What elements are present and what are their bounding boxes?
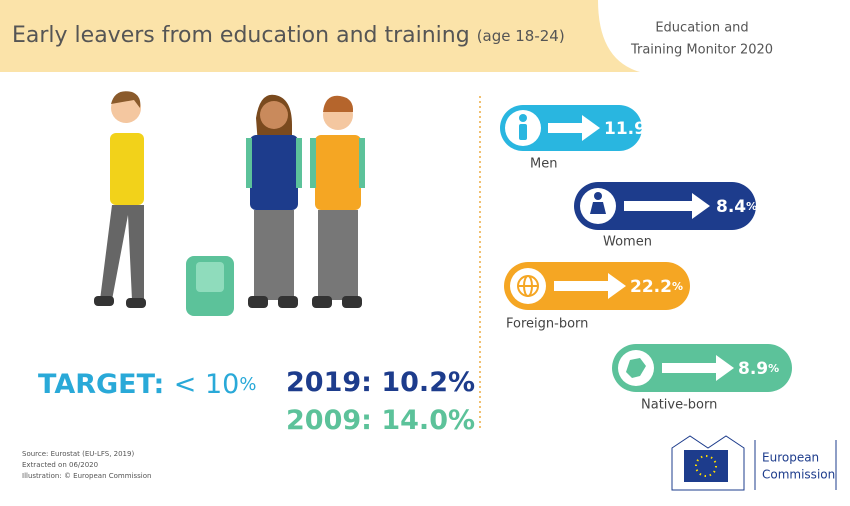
group: 8.4% Women [574,182,757,250]
group-value: 22.2% [630,277,683,297]
target-label: TARGET: [38,369,164,400]
value: 8.4 [716,197,746,217]
target-value: < 10 [174,369,240,400]
value: 22.2 [630,277,672,297]
logo-text: Commission [762,468,835,482]
unit: % [768,362,779,375]
target: TARGET: < 10% [38,369,256,400]
unit: % [746,200,757,213]
logo-text: European [762,451,819,465]
group-value: 11.9% [604,119,657,139]
title: Early leavers from education and trainin… [12,23,565,48]
group-label: Women [603,235,652,250]
stat-year: 2009: [286,405,372,436]
target-unit: % [239,374,256,395]
eu-logo: European Commission [671,435,837,491]
group: 8.9% Native-born [612,344,792,413]
unit: % [672,280,683,293]
title-main: Early leavers from education and trainin… [12,23,470,48]
group: 22.2% Foreign-born [504,262,690,332]
group-value: 8.4% [716,197,757,217]
unit: % [646,122,657,135]
value: 8.9 [738,359,768,379]
header-tab [598,0,850,72]
monitor-line: Education and [655,21,748,36]
stat: 2009: 14.0% [286,405,475,436]
source-line: Illustration: © European Commission [22,472,151,480]
stat-value: 10.2% [381,367,475,398]
stat: 2019: 10.2% [286,367,475,398]
title-sub: (age 18-24) [477,27,565,45]
source-line: Source: Eurostat (EU-LFS, 2019) [22,450,134,458]
group-label: Foreign-born [506,317,588,332]
group-value: 8.9% [738,359,779,379]
group-label: Native-born [641,398,717,413]
illustration [94,91,365,316]
group: 11.9% Men [500,105,657,172]
source-line: Extracted on 06/2020 [22,461,98,469]
value: 11.9 [604,119,646,139]
stat-year: 2019: [286,367,372,398]
group-label: Men [530,157,557,172]
monitor-line: Training Monitor 2020 [630,43,773,58]
stat-value: 14.0% [381,405,475,436]
